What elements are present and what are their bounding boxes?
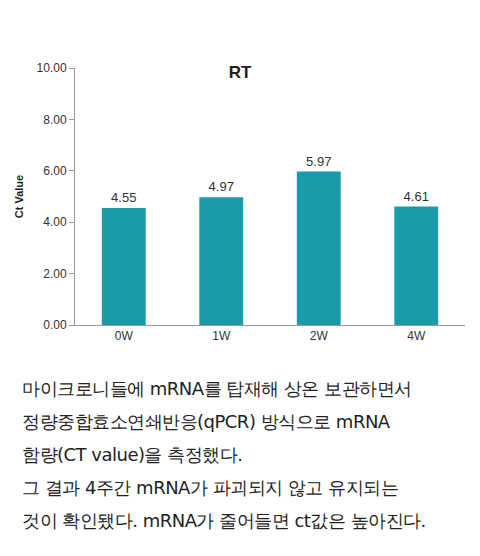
svg-text:0W: 0W (115, 329, 134, 343)
svg-text:4.55: 4.55 (111, 190, 136, 205)
svg-text:10.00: 10.00 (37, 61, 67, 75)
svg-text:4.61: 4.61 (404, 189, 429, 204)
html-text:것이 확인됐다. mRNA가 줄어들면 ct값은 높아진다.: 것이 확인됐다. mRNA가 줄어들면 ct값은 높아진다. (22, 510, 426, 531)
svg-text:Ct Value: Ct Value (13, 175, 25, 218)
html-text:정량중합효소연쇄반응(qPCR) 방식으로 mRNA: 정량중합효소연쇄반응(qPCR) 방식으로 mRNA (22, 411, 390, 432)
svg-text:8.00: 8.00 (43, 113, 67, 127)
svg-text:0.00: 0.00 (43, 318, 67, 332)
svg-text:4.00: 4.00 (43, 215, 67, 229)
svg-text:2.00: 2.00 (43, 267, 67, 281)
svg-text:2W: 2W (310, 329, 329, 343)
svg-text:1W: 1W (212, 329, 231, 343)
svg-text:6.00: 6.00 (43, 164, 67, 178)
svg-text:RT: RT (229, 63, 252, 82)
html-text:그 결과 4주간 mRNA가 파괴되지 않고 유지되는: 그 결과 4주간 mRNA가 파괴되지 않고 유지되는 (22, 477, 399, 498)
svg-text:5.97: 5.97 (306, 154, 331, 169)
html-text:마이크로니들에 mRNA를 탑재해 상온 보관하면서: 마이크로니들에 mRNA를 탑재해 상온 보관하면서 (22, 378, 412, 399)
html-text:함량(CT value)을 측정했다.: 함량(CT value)을 측정했다. (22, 444, 243, 465)
svg-text:4.97: 4.97 (209, 179, 234, 194)
svg-text:4W: 4W (407, 329, 426, 343)
